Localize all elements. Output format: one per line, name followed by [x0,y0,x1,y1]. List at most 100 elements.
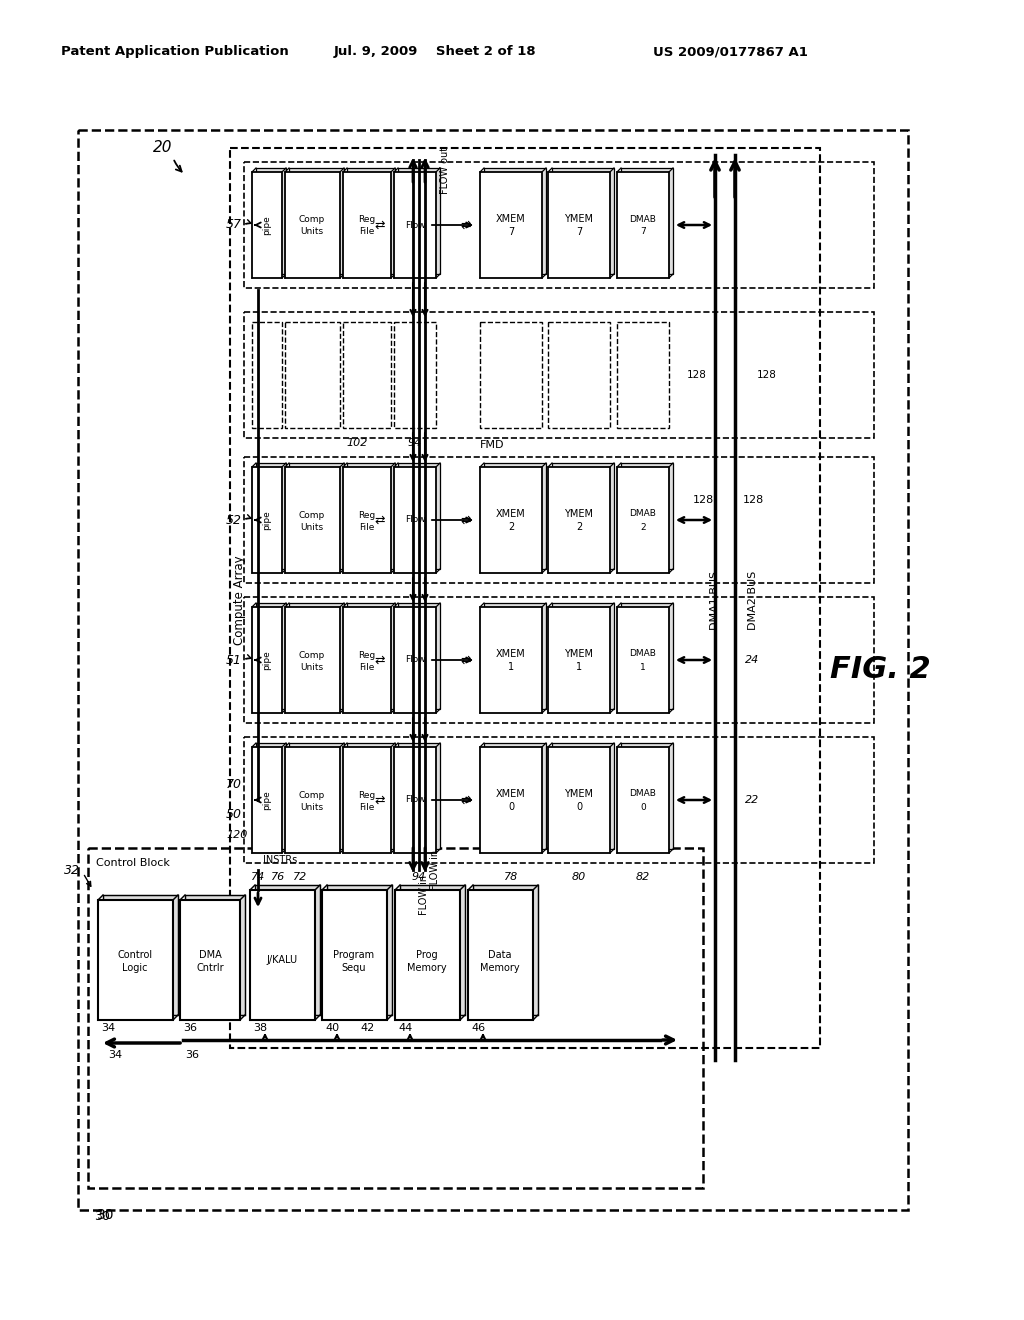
Bar [480,747,542,853]
Bar [343,607,391,713]
Bar [252,747,282,853]
Text: 102: 102 [347,438,368,447]
Text: FMD: FMD [480,440,505,450]
Text: ⇄: ⇄ [375,219,385,231]
Bar [548,607,610,713]
Bar [548,322,610,428]
Text: DMA1 BUS: DMA1 BUS [710,570,720,630]
Text: 78: 78 [504,873,518,882]
Text: DMA: DMA [199,950,221,960]
Bar [244,162,874,288]
Bar [617,607,669,713]
Bar [285,747,340,853]
Bar [252,607,282,713]
Text: 128: 128 [742,495,764,506]
Bar [256,463,286,569]
Bar [347,168,395,275]
Text: 94: 94 [408,438,422,447]
Text: DMAB: DMAB [630,214,656,223]
Bar [398,743,440,849]
Bar [484,168,546,275]
Text: 30: 30 [97,1208,115,1222]
Bar [617,322,669,428]
Bar [347,463,395,569]
Bar [473,884,538,1015]
Text: YMEM: YMEM [564,649,594,659]
Bar [244,737,874,863]
Bar [322,890,387,1020]
Text: 80: 80 [571,873,586,882]
Text: US 2009/0177867 A1: US 2009/0177867 A1 [652,45,808,58]
Text: FLOW out: FLOW out [440,147,450,194]
Text: 70: 70 [226,779,242,792]
Bar [244,597,874,723]
Text: Sequ: Sequ [342,964,367,973]
Text: pipe: pipe [262,215,271,235]
Bar [394,467,436,573]
Text: FLOW in: FLOW in [419,875,429,915]
Bar [480,172,542,279]
Bar [98,900,173,1020]
Text: 34: 34 [108,1049,122,1060]
Bar [480,467,542,573]
Bar [103,895,178,1015]
Bar [548,747,610,853]
Text: Units: Units [300,663,324,672]
Text: Jul. 9, 2009    Sheet 2 of 18: Jul. 9, 2009 Sheet 2 of 18 [334,45,537,58]
Text: 0: 0 [640,803,646,812]
Text: XMEM: XMEM [496,649,526,659]
Text: Flow: Flow [404,516,425,524]
Bar [343,322,391,428]
Text: Units: Units [300,227,324,236]
Bar [244,312,874,438]
Text: 7: 7 [508,227,514,238]
Text: Flow: Flow [404,656,425,664]
Bar [398,603,440,709]
Bar [398,168,440,275]
Bar [250,890,315,1020]
Bar [343,172,391,279]
Text: Memory: Memory [408,964,446,973]
Text: XMEM: XMEM [496,214,526,224]
Text: 51: 51 [226,653,242,667]
Text: 128: 128 [687,370,707,380]
Text: File: File [359,803,375,812]
Bar [552,743,614,849]
Text: 36: 36 [183,1023,197,1034]
Text: YMEM: YMEM [564,510,594,519]
Bar [484,743,546,849]
Text: Comp: Comp [299,651,326,660]
Bar [285,322,340,428]
Text: INSTRs: INSTRs [263,855,297,865]
Text: 0: 0 [575,803,582,812]
Text: YMEM: YMEM [564,214,594,224]
Bar [394,747,436,853]
Bar [347,603,395,709]
Text: Flow: Flow [404,220,425,230]
Text: DMAB: DMAB [630,510,656,519]
Text: Comp: Comp [299,215,326,224]
Text: 30: 30 [94,1210,110,1224]
Bar [617,172,669,279]
Text: 2: 2 [575,521,582,532]
Bar [552,463,614,569]
Text: 82: 82 [636,873,650,882]
Text: DMAB: DMAB [630,649,656,659]
Text: 128: 128 [692,495,714,506]
Text: FIG. 2: FIG. 2 [829,656,931,685]
Text: Reg: Reg [358,651,376,660]
Text: 42: 42 [360,1023,374,1034]
Bar [252,322,282,428]
Text: 2: 2 [640,523,646,532]
Bar [252,172,282,279]
Bar [289,463,344,569]
Text: Reg: Reg [358,791,376,800]
Text: 1: 1 [640,663,646,672]
Text: Reg: Reg [358,215,376,224]
Text: J/KALU: J/KALU [266,954,298,965]
Bar [621,463,673,569]
Text: 38: 38 [253,1023,267,1034]
Text: File: File [359,523,375,532]
Text: 7: 7 [575,227,582,238]
Text: 20: 20 [154,140,173,156]
